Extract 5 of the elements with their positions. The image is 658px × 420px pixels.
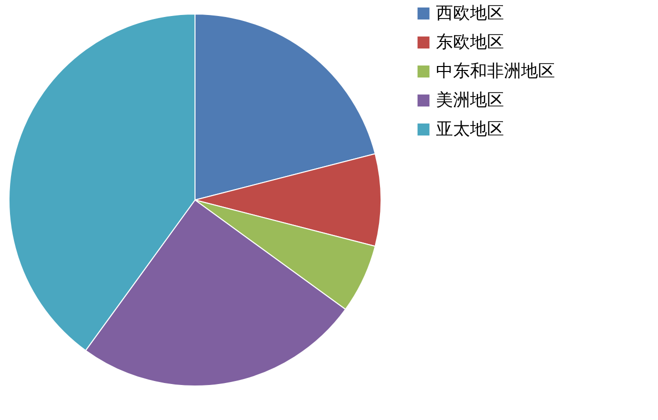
- legend-label: 西欧地区: [436, 4, 504, 24]
- legend-label: 美洲地区: [436, 90, 504, 110]
- legend-label: 中东和非洲地区: [436, 62, 555, 82]
- legend-label: 亚太地区: [436, 120, 504, 140]
- legend-label: 东欧地区: [436, 32, 504, 52]
